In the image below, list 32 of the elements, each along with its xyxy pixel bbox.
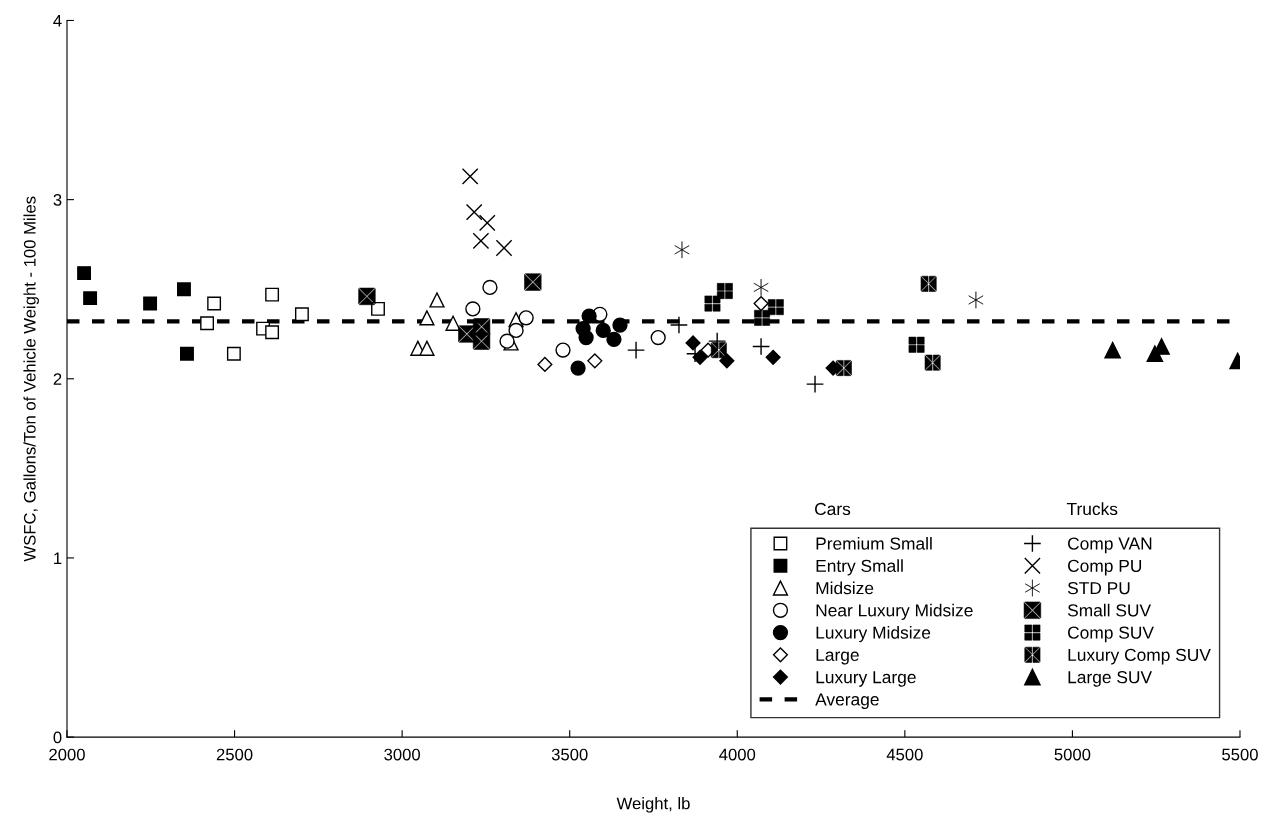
annotation: Trucks xyxy=(1066,502,1118,516)
x-tick-label: 2500 xyxy=(216,748,253,761)
annotation: Cars xyxy=(815,502,851,516)
x-tick-label: 2000 xyxy=(49,748,85,761)
legend-label: Comp SUV xyxy=(1068,626,1154,643)
legend-label: Luxury Midsize xyxy=(816,626,931,643)
y-tick-label: 1 xyxy=(54,552,62,564)
legend-label: Average xyxy=(815,693,879,709)
legend-label: Luxury Large xyxy=(816,671,916,687)
legend-label: STD PU xyxy=(1067,581,1130,595)
y-tick-label: 0 xyxy=(53,731,62,744)
legend-label: Midsize xyxy=(816,581,874,595)
legend-label: Small SUV xyxy=(1067,603,1151,617)
legend-label: Premium Small xyxy=(816,536,932,550)
x-tick-label: 4000 xyxy=(719,748,756,761)
legend-label: Entry Small xyxy=(816,559,903,576)
x-tick-label: 5500 xyxy=(1222,748,1258,761)
x-tick-label: 3500 xyxy=(551,748,588,761)
legend-label: Luxury Comp SUV xyxy=(1068,648,1211,665)
y-tick-label: 2 xyxy=(53,373,62,385)
legend-label: Near Luxury Midsize xyxy=(816,603,973,620)
y-tick-label: 4 xyxy=(53,15,62,27)
x-tick-label: 3000 xyxy=(384,748,421,761)
y-tick-label: 3 xyxy=(53,194,62,206)
x-axis-title: Weight, lb xyxy=(616,797,690,813)
legend-label: Comp VAN xyxy=(1068,537,1152,554)
legend-label: Large SUV xyxy=(1068,671,1152,687)
x-tick-label: 5000 xyxy=(1054,748,1091,761)
legend-label: Comp PU xyxy=(1068,559,1142,576)
legend-label: Large xyxy=(816,648,859,665)
y-axis-title: WSFC, Gallons/Ton of Vehicle Weight - 100 Miles xyxy=(23,196,39,562)
x-tick-label: 4500 xyxy=(886,748,923,761)
